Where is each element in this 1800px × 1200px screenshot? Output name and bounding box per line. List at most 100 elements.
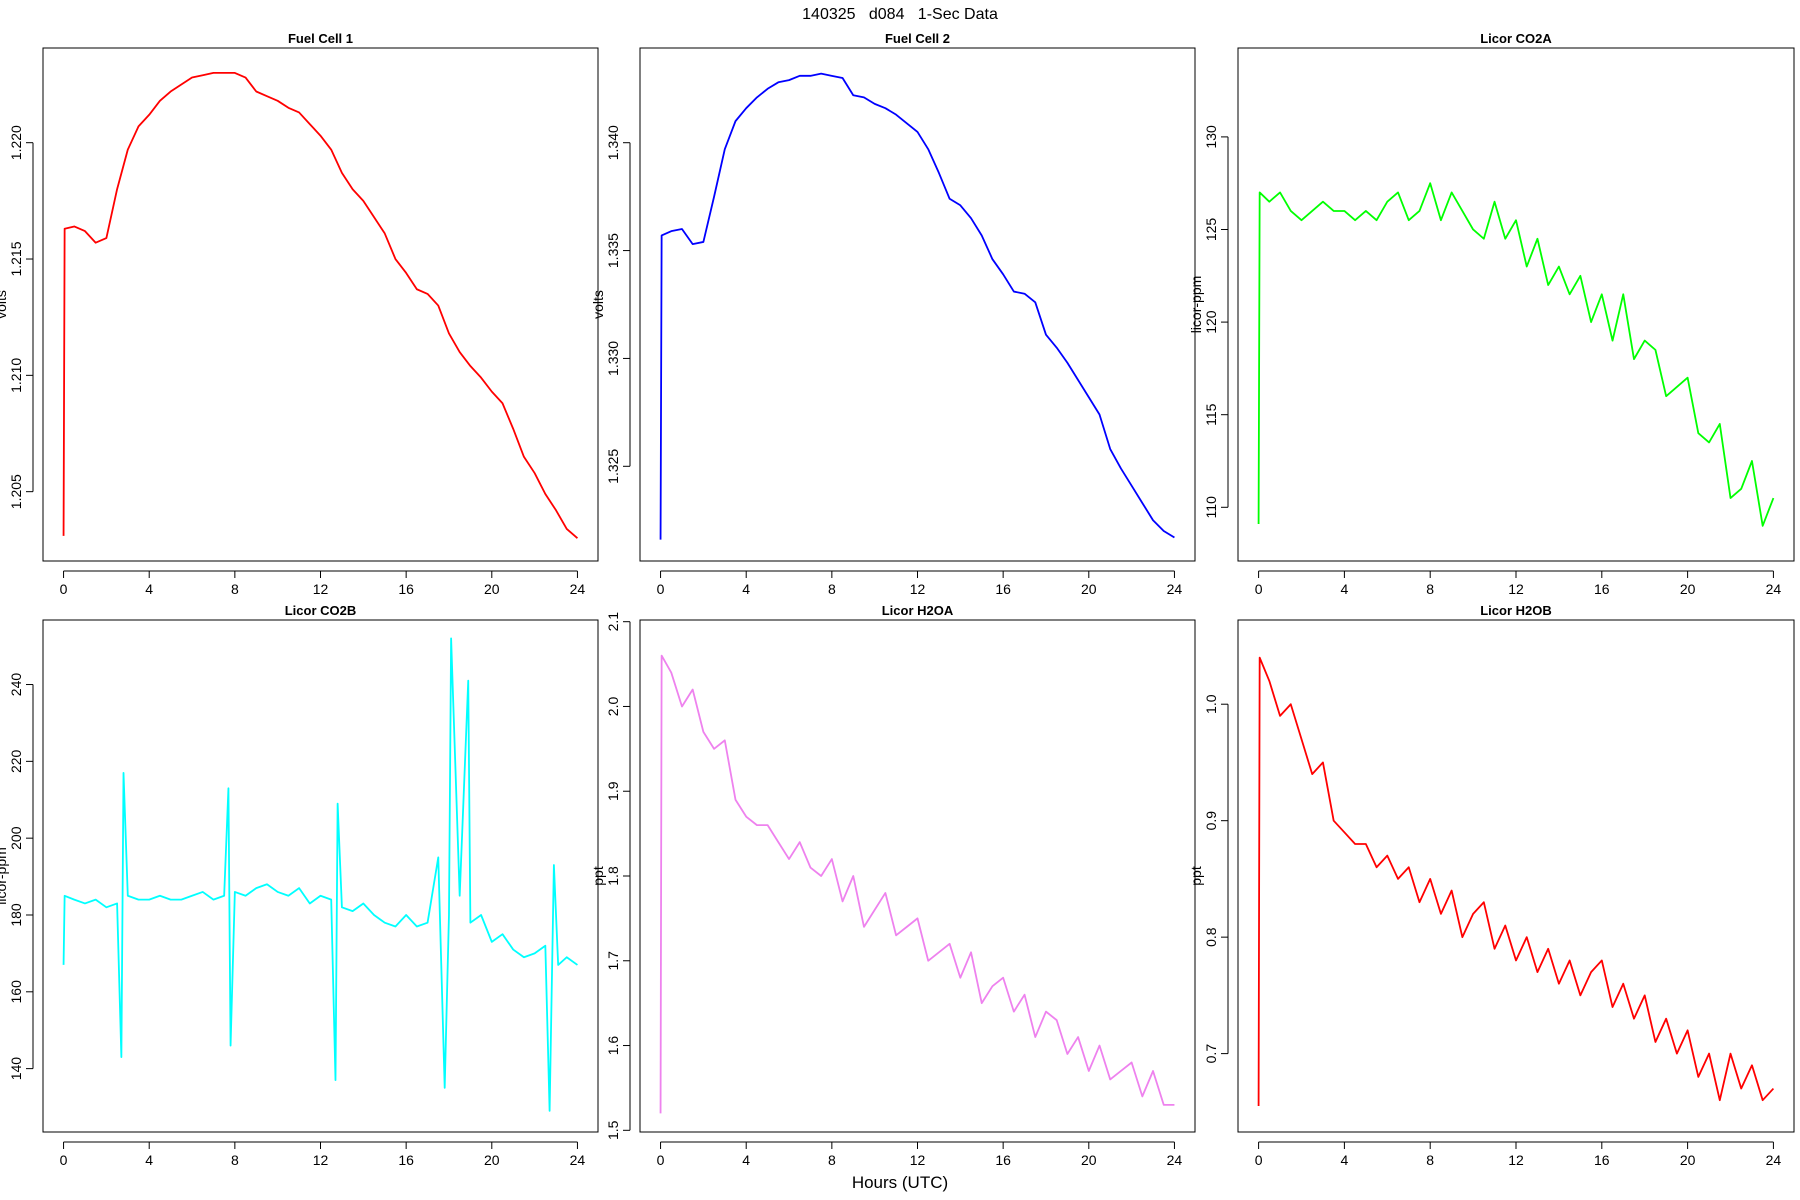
panel-title: Licor CO2B — [285, 603, 357, 618]
y-axis-label: ppt — [1188, 866, 1204, 886]
data-line — [659, 72, 1175, 540]
x-tick-label: 8 — [231, 581, 239, 597]
x-tick-label: 20 — [1680, 581, 1696, 597]
y-tick-label: 0.9 — [1203, 811, 1219, 831]
x-tick-label: 12 — [910, 581, 926, 597]
y-tick-label: 1.210 — [8, 358, 24, 393]
y-tick-label: 130 — [1203, 125, 1219, 149]
x-tick-label: 0 — [657, 1152, 665, 1168]
y-axis-label: volts — [0, 290, 9, 319]
y-tick-label: 1.330 — [605, 341, 621, 376]
x-tick-label: 24 — [1766, 1152, 1782, 1168]
x-tick-label: 24 — [1766, 581, 1782, 597]
y-tick-label: 1.0 — [1203, 694, 1219, 714]
y-tick-label: 125 — [1203, 218, 1219, 242]
x-tick-label: 4 — [1340, 581, 1348, 597]
data-line — [62, 71, 579, 539]
data-line — [1257, 656, 1775, 1107]
plot-frame — [1237, 619, 1795, 1133]
x-tick-label: 4 — [742, 1152, 750, 1168]
data-line — [62, 637, 578, 1112]
x-tick-label: 8 — [828, 1152, 836, 1168]
y-tick-label: 2.0 — [605, 697, 621, 717]
y-tick-label: 1.335 — [605, 233, 621, 268]
y-tick-label: 1.325 — [605, 449, 621, 484]
x-tick-label: 0 — [1255, 581, 1263, 597]
y-tick-label: 200 — [8, 826, 24, 850]
x-tick-label: 16 — [995, 581, 1011, 597]
x-tick-label: 4 — [1340, 1152, 1348, 1168]
y-tick-label: 1.340 — [605, 125, 621, 160]
y-tick-label: 140 — [8, 1057, 24, 1081]
x-tick-label: 12 — [1508, 1152, 1524, 1168]
plot-frame — [1237, 47, 1795, 562]
y-axis-label: volts — [590, 290, 606, 319]
plot-frame — [639, 619, 1196, 1133]
x-tick-label: 8 — [231, 1152, 239, 1168]
y-axis-label: licor-ppm — [0, 847, 9, 905]
y-tick-label: 1.205 — [8, 474, 24, 509]
y-tick-label: 1.9 — [605, 781, 621, 801]
y-tick-label: 1.215 — [8, 241, 24, 276]
y-tick-label: 180 — [8, 903, 24, 927]
x-axis-label: Hours (UTC) — [852, 1173, 948, 1192]
x-tick-label: 4 — [145, 1152, 153, 1168]
y-tick-label: 0.7 — [1203, 1044, 1219, 1064]
figure-title: 140325 d084 1-Sec Data — [802, 6, 998, 23]
x-tick-label: 0 — [60, 1152, 68, 1168]
panel-title: Licor H2OA — [882, 603, 954, 618]
panel-title: Fuel Cell 2 — [885, 31, 950, 46]
y-tick-label: 220 — [8, 749, 24, 773]
x-tick-label: 20 — [1081, 581, 1097, 597]
y-tick-label: 1.220 — [8, 125, 24, 160]
x-tick-label: 24 — [570, 1152, 586, 1168]
y-tick-label: 1.7 — [605, 951, 621, 971]
y-axis-label: ppt — [590, 866, 606, 886]
x-tick-label: 16 — [1594, 581, 1610, 597]
x-tick-label: 24 — [1167, 581, 1183, 597]
x-tick-label: 8 — [828, 581, 836, 597]
panel-title: Licor H2OB — [1480, 603, 1552, 618]
x-tick-label: 4 — [145, 581, 153, 597]
x-tick-label: 20 — [1081, 1152, 1097, 1168]
data-line — [659, 654, 1175, 1114]
y-tick-label: 120 — [1203, 310, 1219, 334]
x-tick-label: 24 — [1167, 1152, 1183, 1168]
y-tick-label: 110 — [1203, 496, 1219, 519]
x-tick-label: 8 — [1426, 1152, 1434, 1168]
x-tick-label: 12 — [313, 1152, 329, 1168]
plot-frame — [639, 47, 1196, 562]
x-tick-label: 16 — [1594, 1152, 1610, 1168]
y-tick-label: 115 — [1203, 403, 1219, 426]
data-line — [1257, 182, 1775, 527]
panel-title: Licor CO2A — [1480, 31, 1552, 46]
plot-frame — [42, 47, 599, 562]
x-tick-label: 20 — [484, 1152, 500, 1168]
y-tick-label: 0.8 — [1203, 927, 1219, 947]
x-tick-label: 12 — [910, 1152, 926, 1168]
x-tick-label: 16 — [995, 1152, 1011, 1168]
y-axis-label: licor-ppm — [1188, 276, 1204, 334]
x-tick-label: 0 — [1255, 1152, 1263, 1168]
x-tick-label: 20 — [484, 581, 500, 597]
y-tick-label: 2.1 — [605, 612, 621, 632]
x-tick-label: 16 — [398, 1152, 414, 1168]
x-tick-label: 0 — [60, 581, 68, 597]
x-tick-label: 12 — [1508, 581, 1524, 597]
x-tick-label: 4 — [742, 581, 750, 597]
x-tick-label: 8 — [1426, 581, 1434, 597]
y-tick-label: 160 — [8, 980, 24, 1004]
y-tick-label: 240 — [8, 673, 24, 697]
x-tick-label: 0 — [657, 581, 665, 597]
y-tick-label: 1.5 — [605, 1120, 621, 1140]
x-tick-label: 24 — [570, 581, 586, 597]
panel-title: Fuel Cell 1 — [288, 31, 353, 46]
x-tick-label: 16 — [398, 581, 414, 597]
y-tick-label: 1.6 — [605, 1036, 621, 1056]
x-tick-label: 20 — [1680, 1152, 1696, 1168]
plot-frame — [42, 619, 599, 1133]
x-tick-label: 12 — [313, 581, 329, 597]
y-tick-label: 1.8 — [605, 866, 621, 886]
